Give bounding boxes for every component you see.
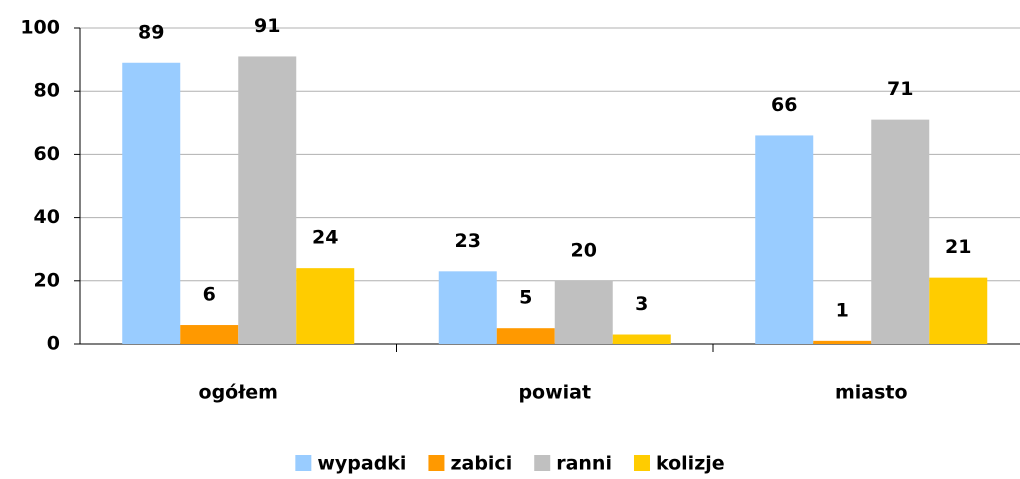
x-tick-label: powiat bbox=[518, 382, 591, 404]
value-label: 91 bbox=[254, 15, 280, 37]
legend-swatch bbox=[428, 455, 445, 471]
bar bbox=[296, 268, 355, 344]
x-tick-label: miasto bbox=[835, 382, 908, 404]
value-label: 20 bbox=[571, 239, 597, 261]
legend-swatch bbox=[633, 455, 650, 471]
bar bbox=[612, 334, 671, 344]
y-tick-label: 40 bbox=[34, 206, 60, 228]
bar bbox=[238, 56, 297, 344]
value-label: 89 bbox=[138, 21, 164, 43]
legend-label: zabici bbox=[450, 453, 512, 475]
y-tick-label: 80 bbox=[34, 80, 60, 102]
legend-swatch bbox=[295, 455, 312, 471]
value-label: 6 bbox=[203, 284, 216, 306]
legend-label: wypadki bbox=[317, 453, 406, 475]
y-tick-label: 0 bbox=[47, 333, 60, 355]
bar bbox=[755, 135, 814, 344]
value-label: 1 bbox=[836, 299, 849, 321]
bar bbox=[554, 280, 613, 344]
value-label: 24 bbox=[312, 227, 338, 249]
value-label: 3 bbox=[635, 293, 648, 315]
value-label: 71 bbox=[887, 78, 913, 100]
bar bbox=[180, 325, 239, 344]
bar bbox=[813, 340, 872, 344]
value-label: 23 bbox=[455, 230, 481, 252]
value-label: 21 bbox=[945, 236, 971, 258]
x-tick-label: ogółem bbox=[199, 382, 278, 404]
bar bbox=[871, 119, 930, 344]
legend-swatch bbox=[534, 455, 551, 471]
bar bbox=[122, 62, 181, 344]
y-tick-label: 60 bbox=[34, 143, 60, 165]
y-tick-label: 100 bbox=[20, 17, 60, 39]
bar bbox=[438, 271, 497, 344]
bar bbox=[496, 328, 555, 344]
legend-label: kolizje bbox=[656, 453, 725, 475]
value-label: 66 bbox=[771, 94, 797, 116]
y-tick-label: 20 bbox=[34, 269, 60, 291]
legend-label: ranni bbox=[556, 453, 612, 475]
bar bbox=[929, 277, 988, 344]
value-label: 5 bbox=[519, 287, 532, 309]
